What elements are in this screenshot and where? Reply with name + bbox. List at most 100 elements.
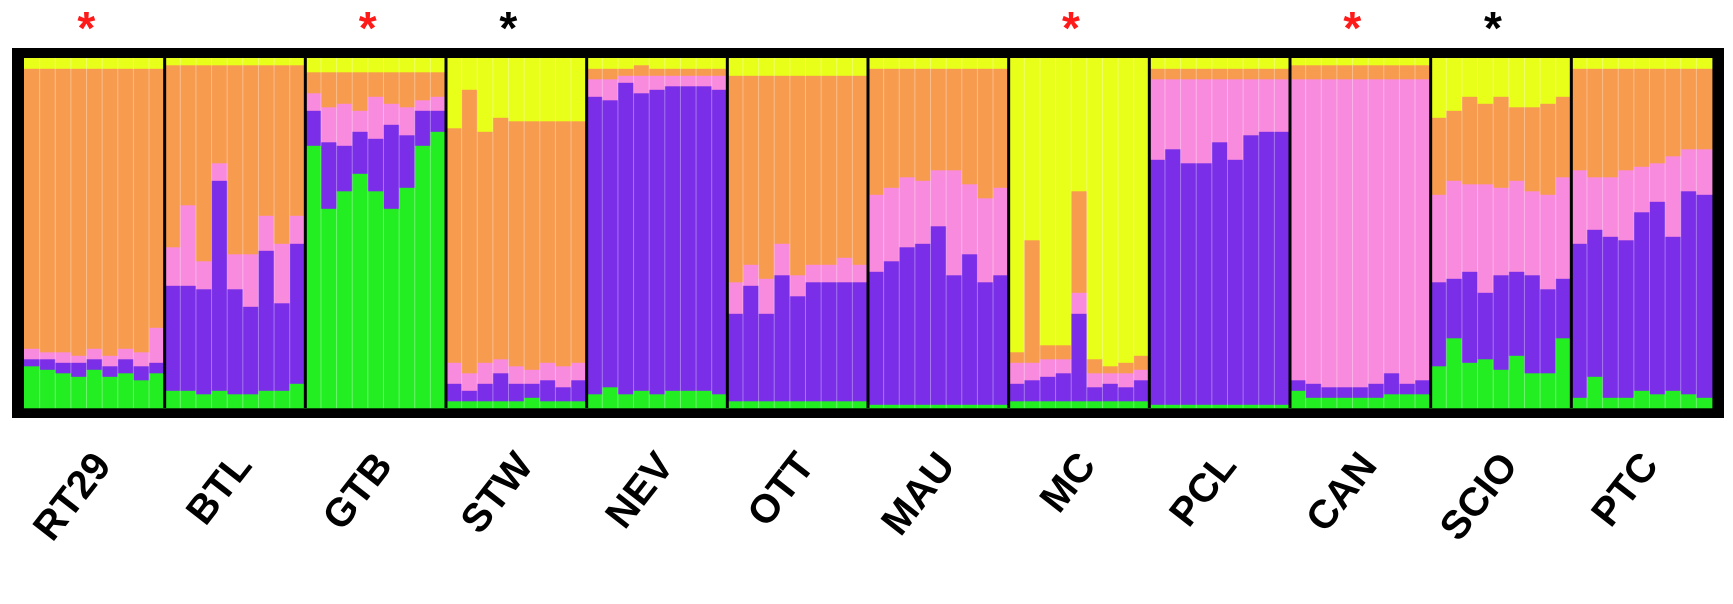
- population-group-nev: [587, 58, 728, 408]
- group-separator: [585, 58, 588, 408]
- bar-segment-yellow: [774, 58, 790, 76]
- bar-segment-yellow: [790, 58, 806, 76]
- bar-segment-green: [227, 394, 243, 408]
- bar-segment-yellow: [1056, 58, 1072, 345]
- population-label-ott: OTT: [739, 444, 823, 534]
- bar-segment-orange: [274, 65, 290, 244]
- bar-segment-yellow: [1259, 58, 1275, 69]
- bar-segment-pink: [290, 216, 306, 244]
- bar-segment-orange: [133, 69, 149, 353]
- bar-segment-purple: [55, 363, 71, 374]
- population-label-mau: MAU: [873, 444, 964, 543]
- bar-segment-green: [790, 401, 806, 408]
- bar-segment-yellow: [852, 58, 868, 76]
- bar-segment-pink: [946, 170, 962, 275]
- bar-segment-green: [446, 401, 462, 408]
- population-label-stw: STW: [452, 444, 542, 541]
- bar-segment-yellow: [462, 58, 478, 90]
- bar-segment-green: [149, 373, 165, 408]
- bar-segment-green: [1681, 394, 1697, 408]
- bar-segment-green: [1353, 398, 1369, 409]
- bar-segment-orange: [430, 72, 446, 97]
- bar-segment-purple: [1243, 135, 1259, 405]
- bar-segment-yellow: [1321, 58, 1337, 65]
- bar-segment-green: [665, 391, 681, 409]
- population-label-rt29: RT29: [25, 444, 120, 548]
- bar-segment-orange: [743, 76, 759, 265]
- bar-segment-green: [1446, 338, 1462, 408]
- bar-segment-yellow: [993, 58, 1009, 69]
- bar-segment-green: [602, 387, 618, 408]
- bar-segment-pink: [1134, 370, 1150, 381]
- bar-segment-purple: [1196, 163, 1212, 405]
- bar-segment-pink: [852, 265, 868, 283]
- bar-segment-purple: [1056, 373, 1072, 401]
- bar-segment-green: [477, 401, 493, 408]
- bar-segment-pink: [1056, 359, 1072, 373]
- group-separator: [1429, 58, 1432, 408]
- bar-segment-pink: [649, 76, 665, 90]
- population-group-rt29: [24, 58, 165, 408]
- bar-segment-orange: [227, 65, 243, 254]
- population-group-mc: [1009, 58, 1150, 408]
- bar-segment-purple: [321, 142, 337, 209]
- bar-segment-purple: [40, 359, 56, 370]
- bar-segment-yellow: [337, 58, 353, 72]
- bar-segment-pink: [55, 352, 71, 363]
- bar-segment-purple: [696, 86, 712, 391]
- bar-segment-purple: [1603, 237, 1619, 398]
- bar-segment-yellow: [1102, 58, 1118, 366]
- bar-segment-pink: [1071, 293, 1087, 314]
- bar-segment-orange: [180, 65, 196, 205]
- bar-segment-orange: [243, 65, 259, 254]
- bar-segment-yellow: [805, 58, 821, 76]
- bar-segment-pink: [118, 349, 134, 360]
- bar-segment-pink: [321, 107, 337, 142]
- bar-segment-orange: [868, 69, 884, 195]
- bar-segment-yellow: [1603, 58, 1619, 69]
- bar-segment-green: [1274, 405, 1290, 409]
- group-separator: [304, 58, 307, 408]
- bar-segment-yellow: [1540, 58, 1556, 104]
- bar-segment-yellow: [399, 58, 415, 72]
- bar-segment-orange: [24, 69, 40, 349]
- bar-segment-purple: [446, 384, 462, 402]
- bar-segment-yellow: [665, 58, 681, 69]
- bar-segment-yellow: [274, 58, 290, 65]
- bar-segment-green: [1556, 338, 1572, 408]
- bar-segment-yellow: [1618, 58, 1634, 69]
- bar-segment-green: [759, 401, 775, 408]
- bar-segment-yellow: [540, 58, 556, 121]
- bar-segment-yellow: [368, 58, 384, 72]
- population-group-ott: [727, 58, 868, 408]
- bar-segment-yellow: [1024, 58, 1040, 240]
- bar-segment-purple: [352, 132, 368, 174]
- bar-segment-yellow: [962, 58, 978, 69]
- bar-segment-pink: [1587, 177, 1603, 230]
- bar-segment-yellow: [118, 58, 134, 69]
- bar-segment-purple: [540, 380, 556, 401]
- group-separator: [1148, 58, 1151, 408]
- bar-segment-yellow: [743, 58, 759, 76]
- bar-segment-purple: [305, 111, 321, 146]
- bar-segment-green: [430, 132, 446, 409]
- bar-segment-orange: [1649, 69, 1665, 164]
- bar-segment-pink: [1102, 373, 1118, 384]
- bar-segment-green: [727, 401, 743, 408]
- bar-segment-purple: [1368, 384, 1384, 398]
- bar-segment-pink: [1306, 79, 1322, 384]
- bar-segment-pink: [634, 76, 650, 94]
- bar-segment-pink: [1618, 170, 1634, 240]
- bar-segment-pink: [555, 366, 571, 387]
- bar-segment-pink: [1493, 188, 1509, 276]
- bar-segment-purple: [24, 359, 40, 366]
- bar-segment-pink: [1399, 79, 1415, 384]
- bar-segment-pink: [790, 275, 806, 296]
- bar-segment-yellow: [149, 58, 165, 69]
- bar-segment-yellow: [884, 58, 900, 69]
- bar-segment-green: [1087, 401, 1103, 408]
- bar-segment-yellow: [24, 58, 40, 69]
- bar-segment-yellow: [977, 58, 993, 69]
- bar-segment-yellow: [1415, 58, 1431, 65]
- bar-segment-pink: [1634, 167, 1650, 213]
